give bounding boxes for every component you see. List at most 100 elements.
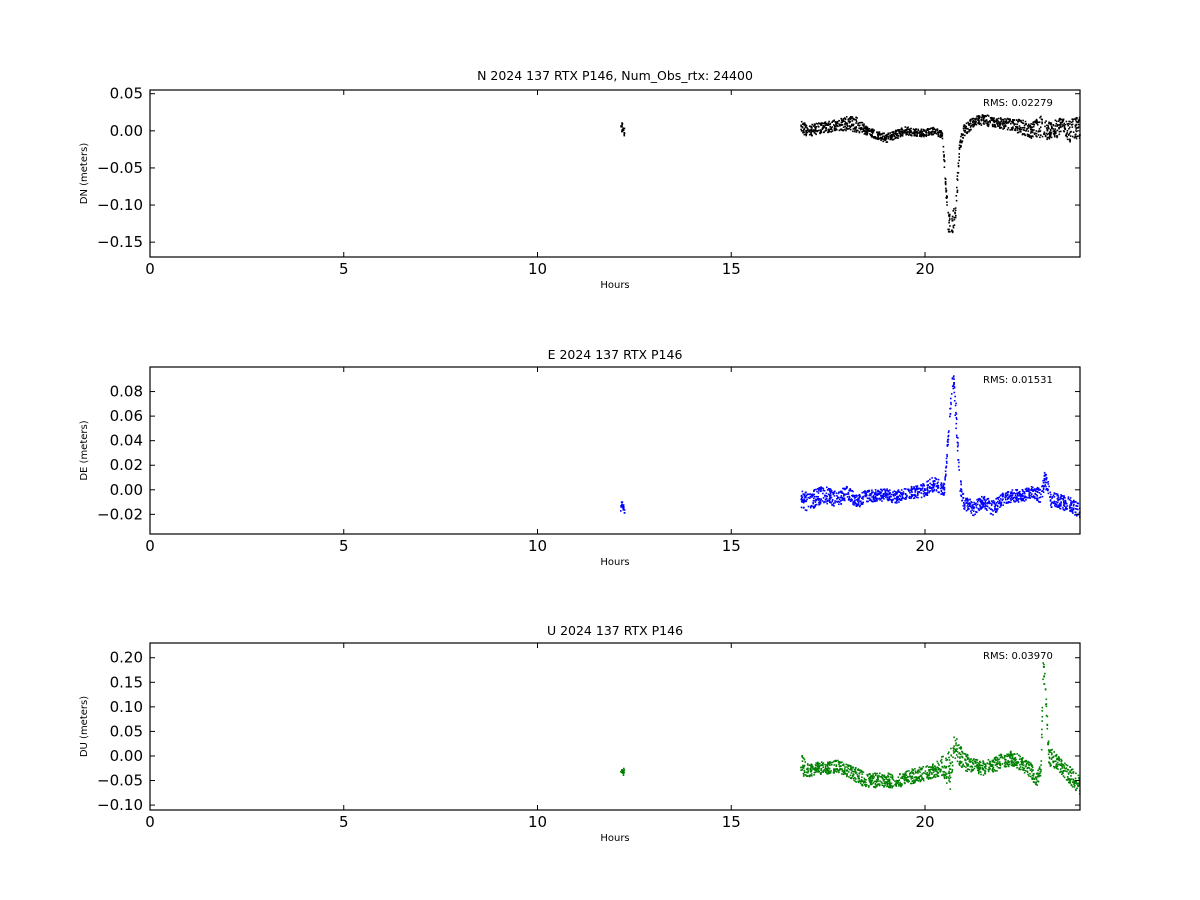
east-data-point [838, 491, 840, 493]
east-data-point [812, 496, 814, 498]
north-data-point [1048, 127, 1050, 129]
north-data-point [1051, 122, 1053, 124]
east-data-point [944, 492, 946, 494]
up-data-point [896, 782, 898, 784]
north-data-point [849, 125, 851, 127]
up-data-point [1051, 754, 1053, 756]
east-data-point [930, 488, 932, 490]
up-data-point [948, 757, 950, 759]
north-data-point [944, 166, 946, 168]
north-data-point [1077, 135, 1079, 137]
up-data-point [914, 768, 916, 770]
north-data-point [844, 123, 846, 125]
east-data-point [1055, 503, 1057, 505]
east-data-point [967, 505, 969, 507]
east-data-point [842, 498, 844, 500]
north-data-point [1075, 128, 1077, 130]
up-data-point [855, 767, 857, 769]
north-data-point [880, 137, 882, 139]
north-data-point [957, 179, 959, 181]
north-data-point [1036, 133, 1038, 135]
east-data-point [917, 493, 919, 495]
north-data-point [921, 136, 923, 138]
north-data-point [800, 125, 802, 127]
east-data-point [829, 488, 831, 490]
up-data-point [809, 764, 811, 766]
up-data-point [990, 764, 992, 766]
east-data-point [944, 489, 946, 491]
up-data-point [1065, 768, 1067, 770]
north-data-point [1014, 129, 1016, 131]
north-data-point [828, 131, 830, 133]
east-data-point [826, 487, 828, 489]
up-y-tick-label: 0.20 [110, 649, 143, 667]
east-data-point [930, 490, 932, 492]
east-data-point [977, 504, 979, 506]
east-data-point [1058, 499, 1060, 501]
east-data-point [1077, 509, 1079, 511]
up-data-point [853, 779, 855, 781]
up-data-point [998, 759, 1000, 761]
east-data-point [817, 496, 819, 498]
east-data-point [836, 501, 838, 503]
east-data-point [831, 504, 833, 506]
east-data-point [848, 493, 850, 495]
east-data-point [813, 503, 815, 505]
east-data-point [933, 487, 935, 489]
east-data-point [1016, 493, 1018, 495]
north-data-point [960, 139, 962, 141]
east-data-point [986, 508, 988, 510]
up-data-point [1032, 775, 1034, 777]
up-data-point [844, 770, 846, 772]
east-data-point [957, 459, 959, 461]
up-data-point [995, 770, 997, 772]
up-data-point [915, 776, 917, 778]
up-data-point [958, 744, 960, 746]
east-data-point [852, 491, 854, 493]
up-data-point [1067, 776, 1069, 778]
up-data-point [934, 766, 936, 768]
north-data-point [846, 123, 848, 125]
north-data-point [958, 163, 960, 165]
east-data-point [825, 499, 827, 501]
east-panel-title: E 2024 137 RTX P146 [548, 347, 683, 362]
east-data-point [923, 493, 925, 495]
north-data-point [1065, 129, 1067, 131]
east-data-point [876, 497, 878, 499]
east-data-point [1036, 497, 1038, 499]
up-data-point [945, 760, 947, 762]
east-data-point [1075, 505, 1077, 507]
north-data-point [1020, 127, 1022, 129]
east-data-point [886, 488, 888, 490]
north-data-point [1019, 120, 1021, 122]
up-data-point [1061, 763, 1063, 765]
east-y-tick-label: 0.08 [110, 383, 143, 401]
up-data-point [938, 767, 940, 769]
east-data-point [997, 497, 999, 499]
east-data-point [845, 494, 847, 496]
east-data-point [903, 491, 905, 493]
north-data-point [953, 208, 955, 210]
up-data-point [1047, 744, 1049, 746]
north-data-point [1031, 131, 1033, 133]
north-data-point [962, 140, 964, 142]
north-data-point [883, 139, 885, 141]
east-data-point [999, 500, 1001, 502]
east-data-point [875, 489, 877, 491]
east-data-point [1045, 482, 1047, 484]
north-data-point [1024, 125, 1026, 127]
up-data-point [923, 778, 925, 780]
east-data-point [909, 492, 911, 494]
up-data-point [1049, 763, 1051, 765]
east-data-point [1063, 495, 1065, 497]
east-data-point [1035, 489, 1037, 491]
north-data-point [996, 118, 998, 120]
up-data-point [934, 774, 936, 776]
north-data-point [923, 134, 925, 136]
east-data-point [911, 497, 913, 499]
east-data-point [971, 512, 973, 514]
up-data-point [858, 778, 860, 780]
up-data-point [941, 762, 943, 764]
east-data-point [1059, 508, 1061, 510]
north-data-point [1046, 125, 1048, 127]
